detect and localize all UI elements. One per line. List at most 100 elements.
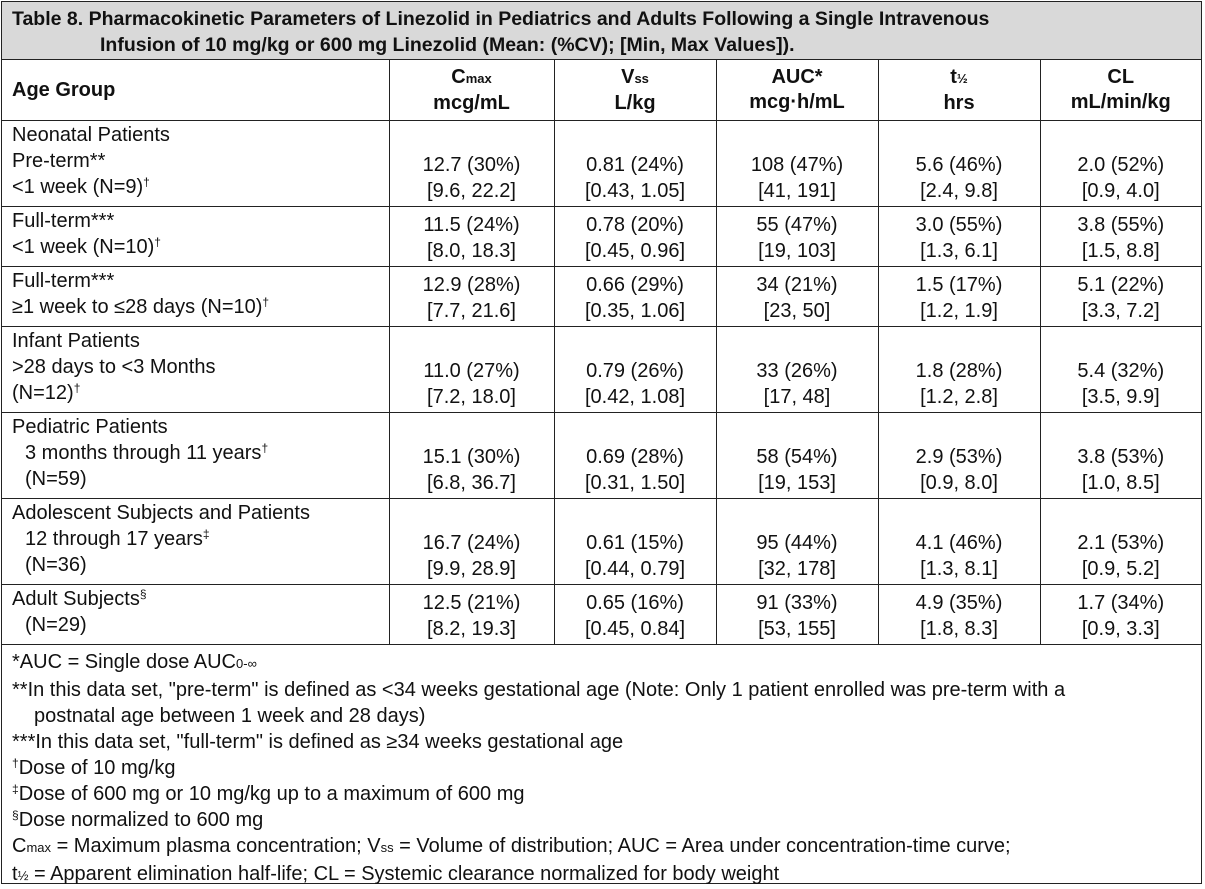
row-label-line: >28 days to <3 Months (12, 356, 216, 378)
row-label: Full-term*** <1 week (N=10)† (2, 206, 390, 267)
caption-line-1: Table 8. Pharmacokinetic Parameters of L… (12, 8, 990, 30)
mean-cv: 95 (44%) (756, 532, 838, 554)
footnote-marker: † (73, 381, 81, 395)
mean-cv: 11.0 (27%) (423, 360, 520, 382)
mean-cv: 0.69 (28%) (586, 446, 684, 468)
footnote-section: §Dose normalized to 600 mg (12, 808, 264, 831)
mean-cv: 11.5 (24%) (423, 214, 520, 236)
value-cell: 0.79 (26%) [0.42, 1.08] (554, 326, 717, 413)
min-max-range: [0.45, 0.84] (584, 618, 686, 640)
min-max-range: [0.42, 1.08] (584, 386, 686, 408)
footnote-preterm: **In this data set, "pre-term" is define… (12, 679, 1066, 701)
row-label-line: Neonatal Patients (12, 124, 170, 146)
table-row: Adolescent Subjects and Patients 12 throu… (2, 498, 1201, 585)
value-cell: 12.9 (28%) [7.7, 21.6] (389, 266, 555, 327)
min-max-range: [1.5, 8.8] (1081, 240, 1160, 262)
value-cell: 55 (47%) [19, 103] (716, 206, 879, 267)
min-max-range: [41, 191] (758, 180, 836, 202)
mean-cv: 1.7 (34%) (1077, 592, 1165, 614)
footnote-marker: ‡ (202, 527, 210, 541)
mean-cv: 91 (33%) (756, 592, 838, 614)
value-cell: 4.1 (46%) [1.3, 8.1] (878, 498, 1041, 585)
value-cell: 5.1 (22%) [3.3, 7.2] (1040, 266, 1201, 327)
min-max-range: [2.4, 9.8] (920, 180, 998, 202)
value-cell: 95 (44%) [32, 178] (716, 498, 879, 585)
value-cell: 0.69 (28%) [0.31, 1.50] (554, 412, 717, 499)
min-max-range: [9.9, 28.9] (427, 558, 516, 580)
row-label: Full-term*** ≥1 week to ≤28 days (N=10)† (2, 266, 390, 327)
footnote-dagger: †Dose of 10 mg/kg (12, 756, 176, 779)
mean-cv: 2.9 (53%) (915, 446, 1003, 468)
min-max-range: [1.3, 6.1] (920, 240, 998, 262)
value-cell: 34 (21%) [23, 50] (716, 266, 879, 327)
min-max-range: [3.3, 7.2] (1081, 300, 1160, 322)
value-cell: 0.65 (16%) [0.45, 0.84] (554, 584, 717, 645)
min-max-range: [0.9, 5.2] (1081, 558, 1160, 580)
footnotes: *AUC = Single dose AUC0-∞ **In this data… (2, 645, 1201, 889)
mean-cv: 0.79 (26%) (586, 360, 684, 382)
row-label-line: (N=36) (25, 554, 87, 576)
mean-cv: 5.1 (22%) (1077, 274, 1165, 296)
row-label-line: 3 months through 11 years† (25, 441, 269, 464)
min-max-range: [9.6, 22.2] (427, 180, 516, 202)
footnote-fullterm: ***In this data set, "full-term" is defi… (12, 731, 624, 753)
mean-cv: 2.0 (52%) (1077, 154, 1165, 176)
min-max-range: [1.0, 8.5] (1081, 472, 1160, 494)
mean-cv: 3.8 (53%) (1077, 446, 1165, 468)
mean-cv: 12.5 (21%) (422, 592, 521, 614)
min-max-range: [6.8, 36.7] (427, 472, 516, 494)
min-max-range: [0.9, 8.0] (920, 472, 998, 494)
header-cl: CL mL/min/kg (1040, 60, 1201, 121)
footnote-marker: § (139, 587, 147, 601)
footnote-auc: *AUC = Single dose AUC0-∞ (12, 651, 257, 673)
row-label-line: <1 week (N=10)† (12, 235, 161, 258)
value-cell: 5.6 (46%) [2.4, 9.8] (878, 120, 1041, 207)
value-cell: 3.8 (53%) [1.0, 8.5] (1040, 412, 1201, 499)
mean-cv: 16.7 (24%) (422, 532, 521, 554)
value-cell: 3.0 (55%) [1.3, 6.1] (878, 206, 1041, 267)
min-max-range: [19, 103] (758, 240, 836, 262)
min-max-range: [0.9, 3.3] (1081, 618, 1160, 640)
mean-cv: 5.6 (46%) (915, 154, 1003, 176)
min-max-range: [23, 50] (763, 300, 831, 322)
value-cell: 108 (47%) [41, 191] (716, 120, 879, 207)
table-row: Full-term*** <1 week (N=10)† 11.5 (24%) [8.… (2, 206, 1201, 267)
min-max-range: [0.35, 1.06] (584, 300, 686, 322)
header-age-group: Age Group (2, 60, 390, 121)
mean-cv: 1.5 (17%) (915, 274, 1003, 296)
mean-cv: 33 (26%) (756, 360, 838, 382)
value-cell: 12.7 (30%) [9.6, 22.2] (389, 120, 555, 207)
mean-cv: 34 (21%) (756, 274, 838, 296)
row-label: Infant Patients >28 days to <3 Months (N=1… (2, 326, 390, 413)
row-label-line: 12 through 17 years‡ (25, 527, 210, 550)
header-auc: AUC* mcg·h/mL (716, 60, 879, 121)
row-label-line: (N=29) (25, 614, 87, 636)
value-cell: 1.8 (28%) [1.2, 2.8] (878, 326, 1041, 413)
row-label-line: Pre-term** (12, 150, 106, 172)
min-max-range: [0.44, 0.79] (584, 558, 686, 580)
min-max-range: [1.3, 8.1] (920, 558, 998, 580)
value-cell: 2.1 (53%) [0.9, 5.2] (1040, 498, 1201, 585)
footnote-marker: † (154, 235, 161, 249)
mean-cv: 2.1 (53%) (1077, 532, 1165, 554)
row-label-line: Adult Subjects§ (12, 587, 147, 610)
pk-parameters-table: Age Group Cmax mcg/mL Vss L/kg AUC* mcg·h/m… (2, 60, 1201, 645)
value-cell: 2.0 (52%) [0.9, 4.0] (1040, 120, 1201, 207)
mean-cv: 0.61 (15%) (586, 532, 684, 554)
value-cell: 1.7 (34%) [0.9, 3.3] (1040, 584, 1201, 645)
header-vss: Vss L/kg (554, 60, 717, 121)
footnote-marker: † (261, 441, 269, 455)
value-cell: 91 (33%) [53, 155] (716, 584, 879, 645)
footnote-marker: † (262, 295, 270, 309)
value-cell: 4.9 (35%) [1.8, 8.3] (878, 584, 1041, 645)
row-label: Pediatric Patients 3 months through 11 ye… (2, 412, 390, 499)
mean-cv: 4.9 (35%) (915, 592, 1003, 614)
mean-cv: 0.78 (20%) (586, 214, 684, 236)
table-row: Adult Subjects§ (N=29) 12.5 (21%) [8.2, 19.… (2, 584, 1201, 645)
mean-cv: 108 (47%) (750, 154, 844, 176)
value-cell: 15.1 (30%) [6.8, 36.7] (389, 412, 555, 499)
value-cell: 0.81 (24%) [0.43, 1.05] (554, 120, 717, 207)
row-label: Adolescent Subjects and Patients 12 throu… (2, 498, 390, 585)
table-row: Infant Patients >28 days to <3 Months (N=1… (2, 326, 1201, 413)
table-body: Neonatal Patients Pre-term** <1 week (N=9)… (2, 120, 1201, 645)
